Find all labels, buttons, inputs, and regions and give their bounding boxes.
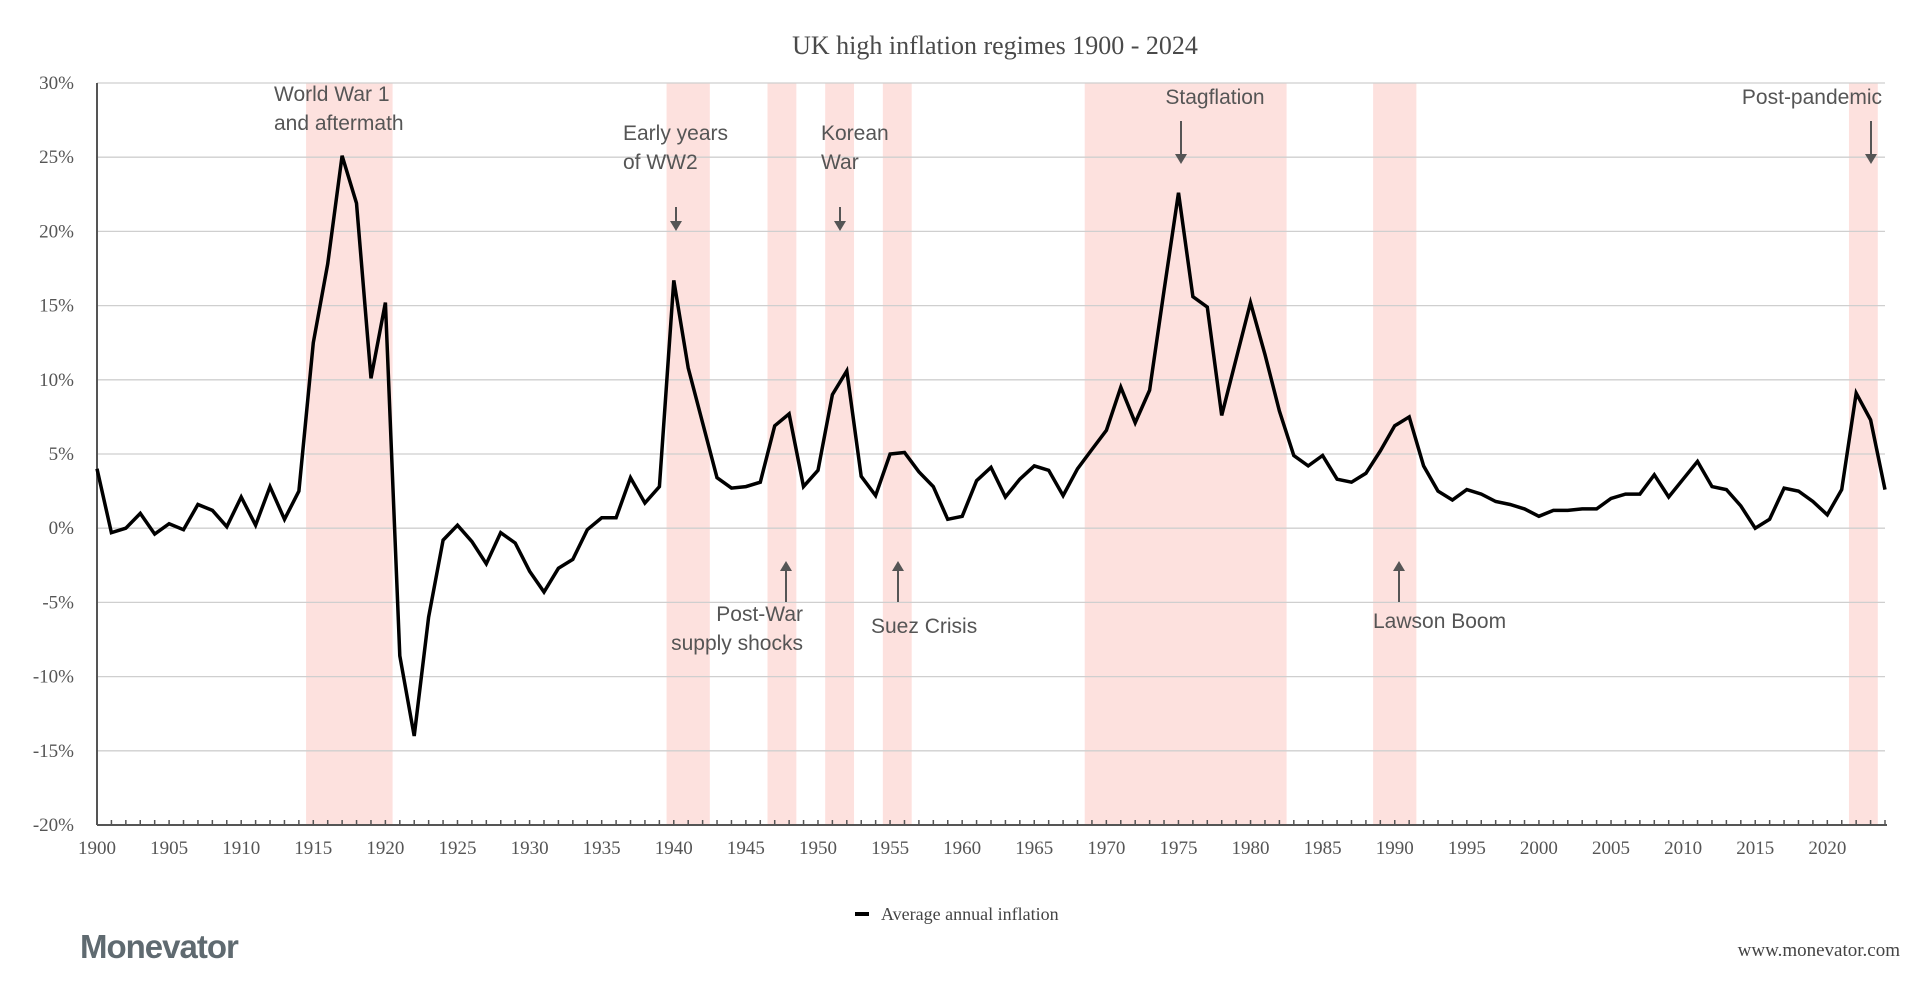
x-tick-label: 1960: [943, 838, 981, 859]
x-tick-label: 2005: [1592, 838, 1630, 859]
arrowhead-icon: [780, 561, 792, 571]
y-tick-label: -5%: [42, 592, 74, 613]
annotation-label: supply shocks: [671, 632, 803, 655]
y-axis: -20% -15% -10% -5% 0% 5% 10% 15% 20% 25% 30%: [33, 73, 98, 836]
arrowhead-icon: [1393, 561, 1405, 571]
annotation-label: and aftermath: [274, 112, 404, 135]
y-tick-label: -10%: [33, 667, 74, 688]
annotation-label: Korean: [821, 122, 889, 145]
monevator-logo: Monevator: [80, 928, 239, 965]
x-tick-label: 1910: [222, 838, 260, 859]
arrowhead-icon: [892, 561, 904, 571]
x-tick-label: 1945: [727, 838, 765, 859]
x-tick-label: 1955: [871, 838, 909, 859]
x-tick-label: 1905: [150, 838, 188, 859]
x-tick-label: 1990: [1376, 838, 1414, 859]
arrowhead-icon: [1175, 154, 1187, 164]
x-tick-label: 2020: [1808, 838, 1846, 859]
x-tick-label: 1900: [78, 838, 116, 859]
x-tick-label: 1935: [583, 838, 621, 859]
annotation-label: Lawson Boom: [1373, 610, 1506, 633]
arrowhead-icon: [834, 221, 846, 231]
y-tick-label: 25%: [39, 147, 74, 168]
gridlines: [97, 82, 1885, 752]
legend-label: Average annual inflation: [881, 904, 1059, 924]
website-url[interactable]: www.monevator.com: [1738, 940, 1901, 961]
x-tick-label: 1985: [1304, 838, 1342, 859]
x-tick-label: 1915: [294, 838, 332, 859]
chart-title: UK high inflation regimes 1900 - 2024: [792, 31, 1198, 60]
arrowhead-icon: [670, 221, 682, 231]
annotation-label: War: [821, 151, 859, 174]
x-tick-label: 1925: [438, 838, 476, 859]
x-tick-label: 1965: [1015, 838, 1053, 859]
series-lines: [95, 155, 1887, 737]
x-tick-label: 2015: [1736, 838, 1774, 859]
y-tick-label: 5%: [49, 444, 75, 465]
x-tick-label: 2000: [1520, 838, 1558, 859]
arrowhead-icon: [1865, 154, 1877, 164]
y-tick-label: 30%: [39, 73, 74, 94]
annotation-label: Suez Crisis: [871, 615, 977, 638]
y-tick-label: 20%: [39, 221, 74, 242]
x-tick-label: 1950: [799, 838, 837, 859]
x-tick-label: 2010: [1664, 838, 1702, 859]
y-tick-label: -15%: [33, 741, 74, 762]
annotation-label: World War 1: [274, 83, 390, 106]
y-tick-label: 10%: [39, 370, 74, 391]
y-tick-label: 0%: [49, 518, 75, 539]
legend[interactable]: Average annual inflation: [855, 904, 1059, 924]
x-tick-label: 1920: [366, 838, 404, 859]
annotation-label: Early years: [623, 122, 728, 145]
y-tick-label: -20%: [33, 815, 74, 836]
x-axis: 1900 1905 1910 1915 1920 1925 1930 1935 1940 1945…: [78, 820, 1887, 859]
annotations: World War 1 and aftermath Early years of WW…: [274, 83, 1882, 655]
x-tick-label: 1995: [1448, 838, 1486, 859]
annotation-label: Stagflation: [1165, 86, 1264, 109]
x-tick-label: 1980: [1232, 838, 1270, 859]
legend-swatch: [855, 912, 869, 916]
y-tick-label: 15%: [39, 296, 74, 317]
x-tick-label: 1930: [511, 838, 549, 859]
x-tick-label: 1975: [1159, 838, 1197, 859]
x-tick-label: 1970: [1087, 838, 1125, 859]
annotation-label: Post-War: [716, 603, 803, 626]
annotation-label: of WW2: [623, 151, 698, 174]
annotation-label: Post-pandemic: [1742, 86, 1882, 109]
inflation-line: [95, 155, 1887, 737]
x-tick-label: 1940: [655, 838, 693, 859]
